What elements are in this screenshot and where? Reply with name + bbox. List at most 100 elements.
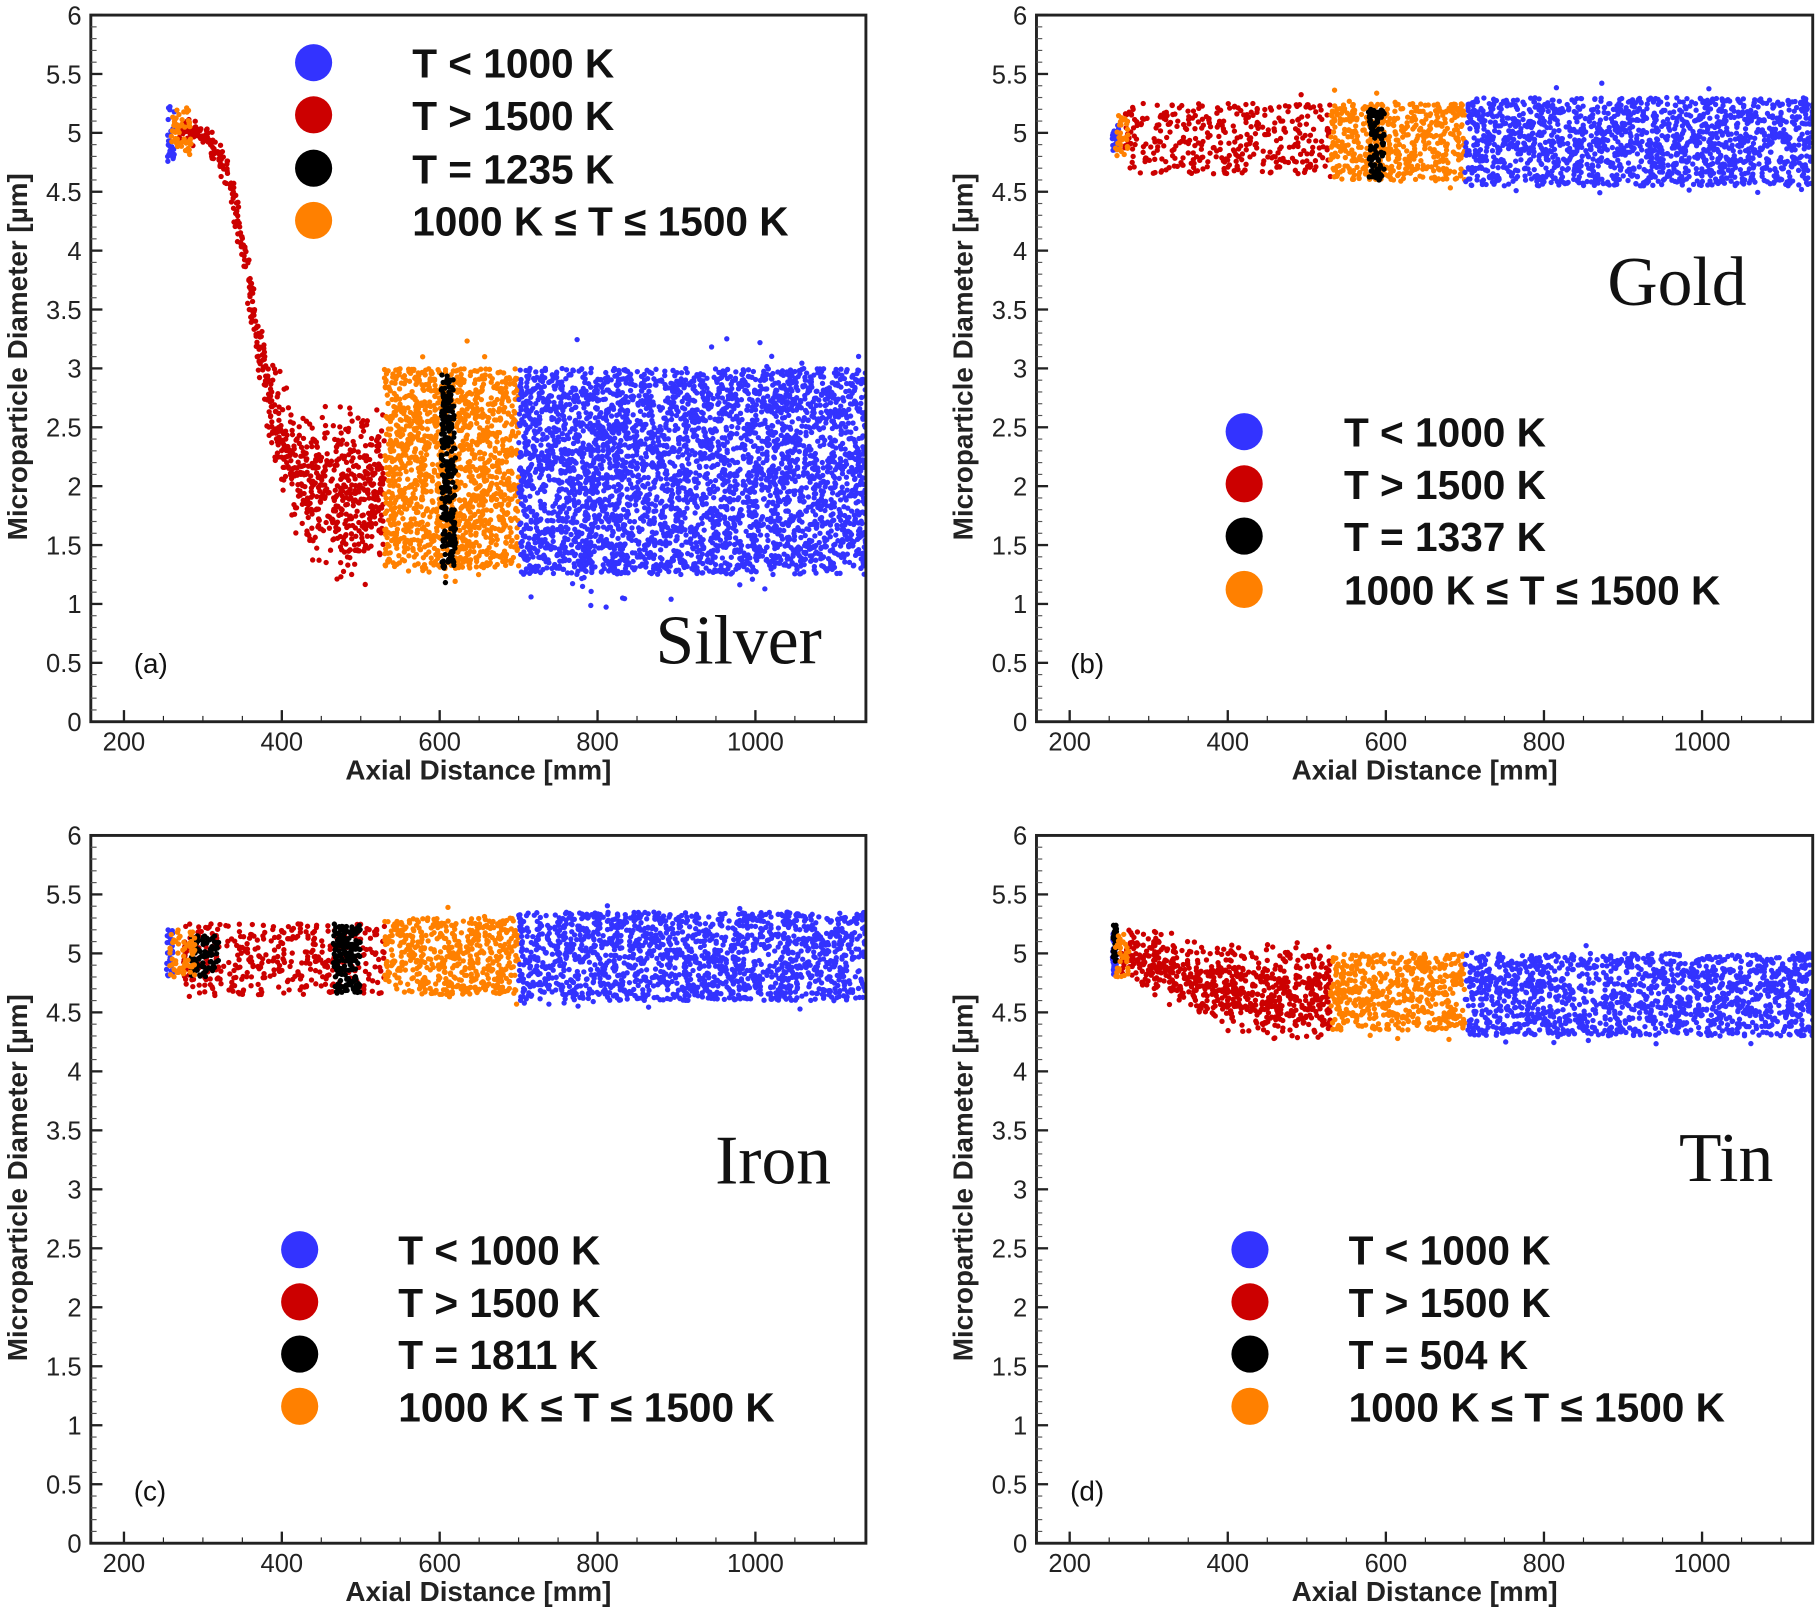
data-point [197,127,203,134]
data-point [367,516,373,522]
data-point [683,418,690,424]
data-point [410,491,416,497]
data-point [473,388,479,395]
data-point [228,180,234,186]
data-point [604,511,610,517]
data-point [409,388,415,395]
data-point [388,448,394,455]
data-point [458,464,464,470]
data-point [610,445,617,451]
data-point [219,148,226,155]
data-point [579,575,585,582]
data-point [368,503,375,509]
data-point [432,421,438,427]
data-point [487,473,493,479]
data-point [317,499,324,505]
data-points [164,103,866,610]
data-point [389,443,396,449]
data-point [280,487,286,493]
data-point [668,492,675,499]
data-point [515,563,522,569]
data-point [326,525,333,531]
data-point [448,371,454,378]
data-point [817,530,823,536]
data-point [818,409,824,416]
data-point [514,534,520,540]
data-point [723,544,729,550]
data-point [503,511,510,518]
data-point [335,526,342,532]
data-point [434,482,440,488]
data-point [729,423,735,430]
data-point [723,570,729,577]
data-point [540,431,546,437]
data-point [504,477,511,484]
data-point [590,490,596,497]
data-point [383,465,390,471]
data-point [560,413,567,419]
data-point [291,443,297,449]
data-point [691,561,697,567]
data-point [732,478,738,484]
data-point [246,284,253,290]
data-point [428,509,435,515]
data-point [739,490,746,496]
data-point [724,505,730,511]
data-point [474,420,480,426]
data-point [436,399,442,406]
data-point [466,491,472,498]
data-point [323,559,329,566]
data-point [501,524,507,531]
data-point [361,525,367,531]
data-point [807,553,813,559]
data-point [350,502,356,509]
data-point [411,427,418,433]
data-point [444,547,451,553]
data-point [516,439,522,446]
data-point [455,472,462,478]
data-point [348,531,355,537]
data-point [753,554,759,561]
data-point [595,524,601,531]
data-point [456,399,462,405]
data-point [413,480,419,486]
data-point [466,474,472,480]
data-point [649,417,655,424]
data-point [484,419,491,425]
data-point [392,505,398,511]
data-point [629,525,635,531]
data-point [596,545,602,551]
data-point [668,416,675,423]
data-point [318,494,324,500]
data-point [332,487,338,493]
data-point [451,362,457,368]
data-point [674,378,680,384]
data-point [222,179,228,186]
data-point [314,506,320,512]
data-point [394,545,400,551]
data-point [372,496,378,502]
data-point [651,552,658,558]
data-point [467,543,474,550]
data-point [238,233,245,240]
data-point [477,456,483,462]
data-point [603,604,609,610]
data-point [534,490,541,496]
data-point [339,547,345,553]
data-point [331,467,337,473]
data-point [471,455,478,461]
data-point [301,462,307,469]
data-point [383,495,389,501]
data-point [731,520,737,527]
data-point [348,458,355,464]
data-point [367,476,373,482]
data-point [322,467,328,473]
data-point [848,429,854,435]
data-point [432,382,438,389]
data-point [211,146,217,152]
data-point [493,434,500,440]
data-point [514,540,520,547]
data-point [353,533,359,539]
data-point [351,542,358,548]
data-point [762,586,768,592]
